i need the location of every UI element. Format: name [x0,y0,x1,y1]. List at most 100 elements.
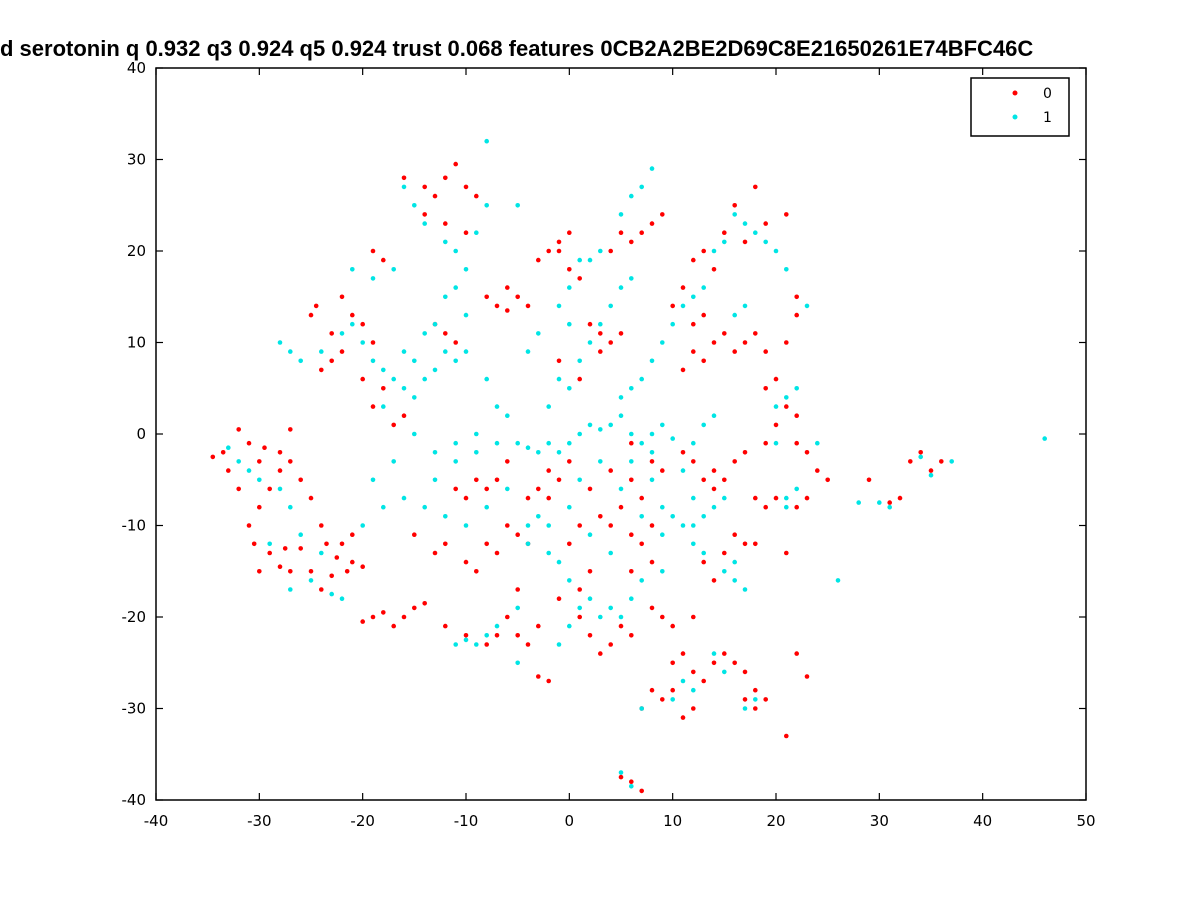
data-point [453,358,459,364]
data-point [587,633,593,638]
data-point [753,541,758,547]
x-tick-label: 20 [766,812,785,830]
data-point [794,651,799,656]
x-tick-label: -10 [454,812,479,830]
data-point [804,450,810,455]
data-point [649,358,655,364]
data-point [350,321,355,327]
data-point [319,349,324,354]
x-tick-label: 10 [663,812,682,830]
data-point [887,500,892,505]
data-point [556,248,562,254]
data-point [391,267,397,272]
data-point [339,294,345,300]
data-point [257,569,262,574]
data-point [567,459,572,464]
data-point [753,697,758,702]
legend-box [970,77,1070,137]
data-point [773,376,779,382]
legend-marker [1012,90,1018,96]
data-point [267,486,273,492]
data-point [753,184,758,190]
data-point [608,550,613,556]
data-point [412,395,417,400]
data-point [236,486,241,492]
data-point [288,459,293,464]
data-point [391,459,397,464]
data-point [463,230,469,235]
data-point [701,312,706,318]
data-point [711,651,717,656]
data-point [556,559,562,565]
data-point [381,504,386,510]
data-point [567,230,572,235]
x-tick-label: 50 [1076,812,1095,830]
data-point [494,303,500,309]
data-point [484,376,490,382]
data-point [360,523,366,528]
data-point [443,294,448,300]
data-point [401,413,407,419]
data-point [525,495,531,501]
data-point [577,614,582,620]
data-point [587,340,593,345]
data-point [753,331,758,336]
data-point [753,495,758,501]
data-point [908,459,913,464]
data-point [329,573,335,579]
data-point [463,559,469,565]
data-point [649,450,655,455]
data-point [670,660,675,666]
data-point [928,472,934,478]
data-point [598,459,603,464]
data-point [598,331,603,336]
data-point [639,578,644,583]
data-point [629,569,634,574]
data-point [701,559,706,565]
data-point [505,285,510,290]
data-point [722,569,727,574]
data-point [277,486,283,492]
data-point [556,450,562,455]
data-point [236,427,241,432]
data-point [567,623,572,629]
data-point [763,440,768,446]
data-point [639,514,644,519]
data-point [546,550,551,556]
data-point [794,504,799,510]
data-point [494,477,500,483]
data-point [226,445,231,451]
data-point [784,267,789,272]
ticks-layer: -40 -30 -20 -10 0 10 20 30 40 50-40-30-20-1001020… [122,59,1096,830]
data-point [794,486,799,492]
data-point [680,303,686,309]
data-point [484,504,490,510]
data-point [556,642,562,647]
data-point [660,212,665,217]
data-point [722,651,727,656]
data-point [505,523,510,528]
data-point [691,541,696,547]
data-point [484,203,490,208]
data-point [722,669,727,675]
data-point [618,212,624,217]
data-point [536,486,541,492]
data-point [763,221,768,226]
data-point [649,523,655,528]
data-point [484,642,490,647]
data-point [556,358,562,364]
data-point [618,614,624,620]
x-tick-label: -40 [144,812,169,830]
data-point [288,427,293,432]
data-point [556,303,562,309]
data-point [722,230,727,235]
data-point [629,477,634,483]
data-point [598,349,603,354]
data-point [308,312,314,318]
data-point [732,532,737,537]
data-point [587,422,593,428]
data-point [463,184,469,190]
data-point [742,697,748,702]
data-point [463,267,469,272]
